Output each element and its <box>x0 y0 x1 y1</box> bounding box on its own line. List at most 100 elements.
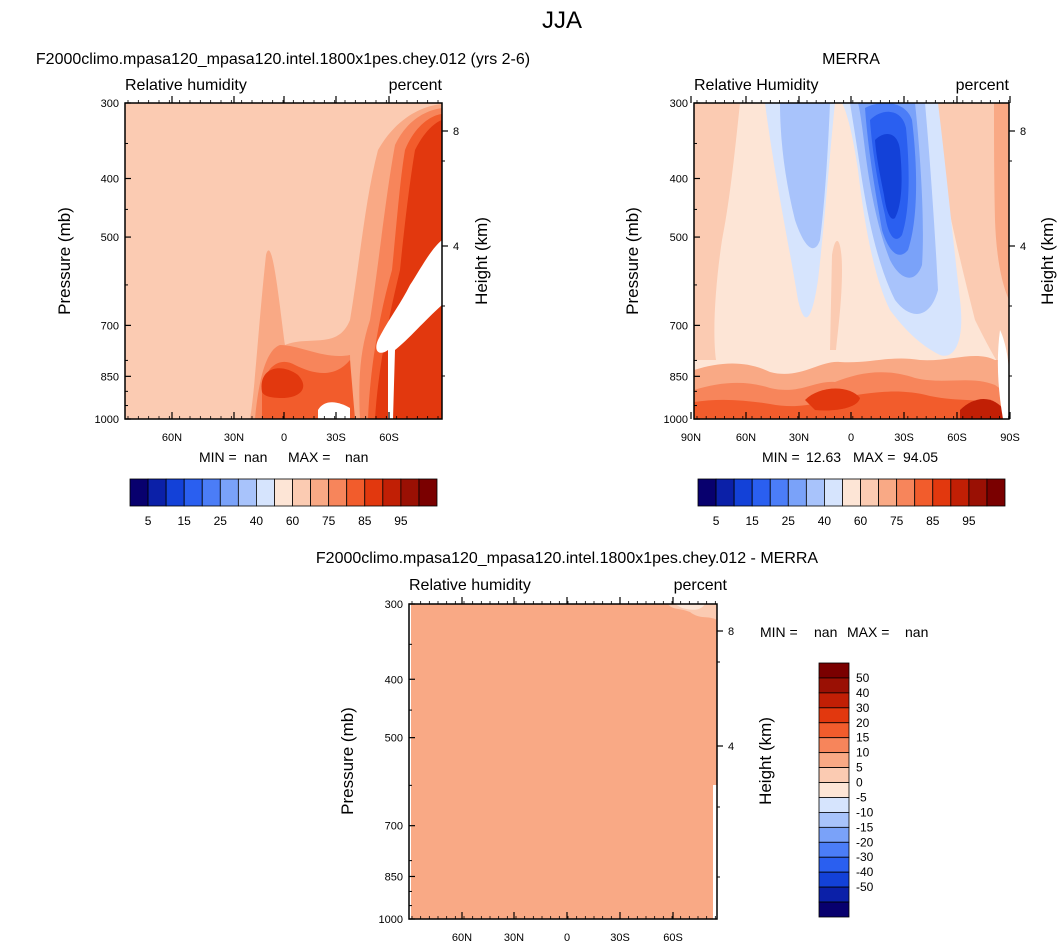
panel-3-title: F2000climo.mpasa120_mpasa120.intel.1800x… <box>316 550 819 567</box>
field-missing-region <box>376 240 442 419</box>
panel-2-right-label: percent <box>956 77 1010 94</box>
y-tick-label: 1000 <box>95 414 119 426</box>
colorbar-label: 40 <box>818 514 832 528</box>
colorbar-label: 15 <box>856 731 870 745</box>
colorbar-swatch <box>878 478 898 507</box>
panel-1-axes: 300 400 500 700 850 1000 8 4 60N 30N 0 30S 60S <box>95 96 459 444</box>
x-tick-label: 60N <box>736 432 756 444</box>
colorbar-swatch <box>274 478 293 507</box>
colorbar-label: 60 <box>854 514 868 528</box>
panel-3-axes: 300 400 500 700 850 1000 8 4 60N 30N 0 30S 60S <box>379 597 734 944</box>
colorbar-swatch <box>818 662 850 679</box>
x-tick-label: 0 <box>848 432 854 444</box>
colorbar-label: 75 <box>322 514 336 528</box>
x-tick-label: 90S <box>1000 432 1020 444</box>
panel-1-right-label: percent <box>389 77 443 94</box>
field-high-polar-right <box>994 103 1009 300</box>
y2-tick-label: 4 <box>453 241 459 253</box>
y2-tick-label: 8 <box>1020 126 1026 138</box>
y2-tick-label: 8 <box>728 626 734 638</box>
colorbar-swatch <box>818 752 850 768</box>
field-contour-95-low <box>805 388 860 411</box>
colorbar-swatch <box>932 478 952 507</box>
panel-1-max-label: MAX = <box>288 449 330 465</box>
x-tick-label: 30N <box>789 432 809 444</box>
panel-1-y2label: Height (km) <box>472 217 491 305</box>
colorbar-swatch <box>818 767 850 783</box>
colorbar-swatch <box>697 478 717 507</box>
colorbar-swatch <box>818 901 850 918</box>
x-tick-label: 0 <box>564 932 570 944</box>
panel-3-max-label: MAX = <box>847 624 889 640</box>
panel-3-max-value: nan <box>905 624 928 640</box>
colorbar-label: 60 <box>286 514 300 528</box>
field-missing-right <box>713 785 717 919</box>
panel-3-min-label: MIN = <box>760 624 798 640</box>
field-contour-95-low <box>261 368 304 398</box>
colorbar-label: -20 <box>856 835 874 849</box>
colorbar-label: 5 <box>145 514 152 528</box>
panel-2-colorbar: 5 15 25 40 60 75 85 95 <box>697 478 1006 528</box>
colorbar-swatch <box>818 886 850 903</box>
colorbar-swatch <box>818 856 850 873</box>
field-missing-polar <box>997 330 1009 419</box>
colorbar-swatch <box>787 478 807 507</box>
colorbar-label: 0 <box>856 776 863 790</box>
x-tick-label: 0 <box>281 432 287 444</box>
colorbar-label: 30 <box>856 701 870 715</box>
panel-2-left-label: Relative Humidity <box>694 77 818 94</box>
colorbar-swatch <box>824 478 843 507</box>
colorbar-swatch <box>818 692 850 709</box>
y-tick-label: 400 <box>101 174 119 186</box>
colorbar-label: 40 <box>250 514 264 528</box>
colorbar-label: -40 <box>856 865 874 879</box>
colorbar-swatch <box>769 478 789 507</box>
panel-3-field <box>409 604 717 919</box>
colorbar-swatch <box>818 812 850 828</box>
colorbar-label: 15 <box>177 514 191 528</box>
colorbar-swatch <box>715 478 735 507</box>
colorbar-swatch <box>219 478 239 507</box>
colorbar-swatch <box>310 478 330 507</box>
colorbar-swatch <box>165 478 185 507</box>
colorbar-label: -15 <box>856 820 874 834</box>
y-tick-label: 500 <box>670 232 688 244</box>
panel-3-right-label: percent <box>674 577 728 594</box>
colorbar-label: 15 <box>745 514 759 528</box>
panel-2-axes: 300 400 500 700 850 1000 8 4 90N 60N 30N 0 30S 60S 90S <box>664 96 1026 444</box>
field-contour-60-center <box>830 240 842 350</box>
panel-1-min-label: MIN = <box>199 449 237 465</box>
x-tick-label: 30S <box>326 432 346 444</box>
colorbar-label: 20 <box>856 716 870 730</box>
colorbar-label: -50 <box>856 880 874 894</box>
colorbar-label: 95 <box>394 514 408 528</box>
field-contour-10-top <box>668 604 717 620</box>
y2-tick-label: 8 <box>453 126 459 138</box>
field-contour-5 <box>875 134 902 219</box>
colorbar-label: 5 <box>856 761 863 775</box>
colorbar-label: 40 <box>856 686 870 700</box>
y-tick-label: 700 <box>670 320 688 332</box>
field-contour-40-left <box>780 103 830 249</box>
panel-2-title: MERRA <box>822 51 880 68</box>
panel-1-title: F2000climo.mpasa120_mpasa120.intel.1800x… <box>36 51 530 68</box>
colorbar-swatch <box>183 478 203 507</box>
colorbar-swatch <box>292 478 311 507</box>
y-tick-label: 850 <box>385 871 403 883</box>
colorbar-swatch <box>818 797 850 813</box>
x-tick-label: 60S <box>663 932 683 944</box>
colorbar-swatch <box>346 478 366 507</box>
y-tick-label: 400 <box>385 674 403 686</box>
colorbar-swatch <box>818 722 850 739</box>
colorbar-swatch <box>818 826 850 843</box>
colorbar-swatch <box>400 478 420 507</box>
field-contour-95-polar <box>960 398 1009 419</box>
colorbar-label: 25 <box>214 514 228 528</box>
y-tick-label: 500 <box>385 733 403 745</box>
colorbar-swatch <box>950 478 970 507</box>
panel-2-max-value: 94.05 <box>903 449 938 465</box>
colorbar-swatch <box>818 782 850 798</box>
x-tick-label: 90N <box>681 432 701 444</box>
